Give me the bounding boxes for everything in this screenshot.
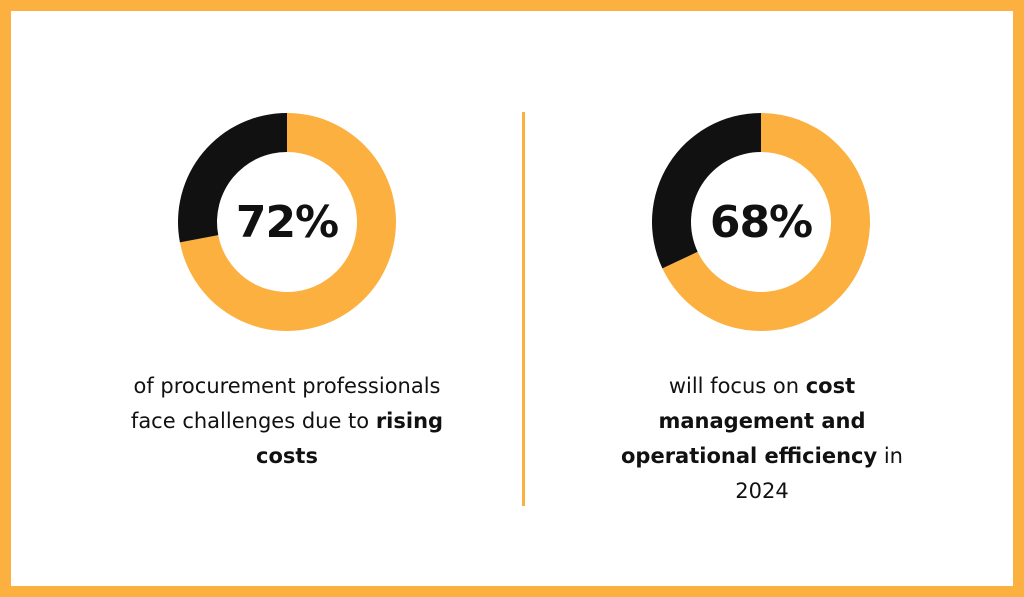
caption-right-text: will focus on bbox=[668, 374, 806, 398]
donut-1-slice-0 bbox=[662, 113, 870, 331]
vertical-divider bbox=[522, 112, 525, 506]
donut-center-label-left: 72% bbox=[235, 196, 339, 248]
donut-center-label-right: 68% bbox=[709, 196, 813, 248]
caption-left-text: of procurement professionals face challe… bbox=[130, 374, 441, 433]
donut-0-slice-1 bbox=[178, 113, 287, 243]
caption-right-post: in 2024 bbox=[735, 444, 903, 503]
caption-left-bold: rising costs bbox=[256, 409, 444, 468]
caption-right-bold: cost management and operational efficien… bbox=[621, 374, 878, 468]
donut-svg-right bbox=[652, 113, 870, 331]
donut-chart-left: 72% bbox=[177, 112, 397, 332]
donut-0-slice-0 bbox=[179, 113, 396, 331]
caption-right: will focus on cost management and operat… bbox=[592, 369, 932, 509]
caption-left: of procurement professionals face challe… bbox=[117, 369, 457, 474]
donut-svg-left bbox=[178, 113, 396, 331]
donut-1-slice-1 bbox=[652, 113, 761, 269]
donut-chart-right: 68% bbox=[651, 112, 871, 332]
